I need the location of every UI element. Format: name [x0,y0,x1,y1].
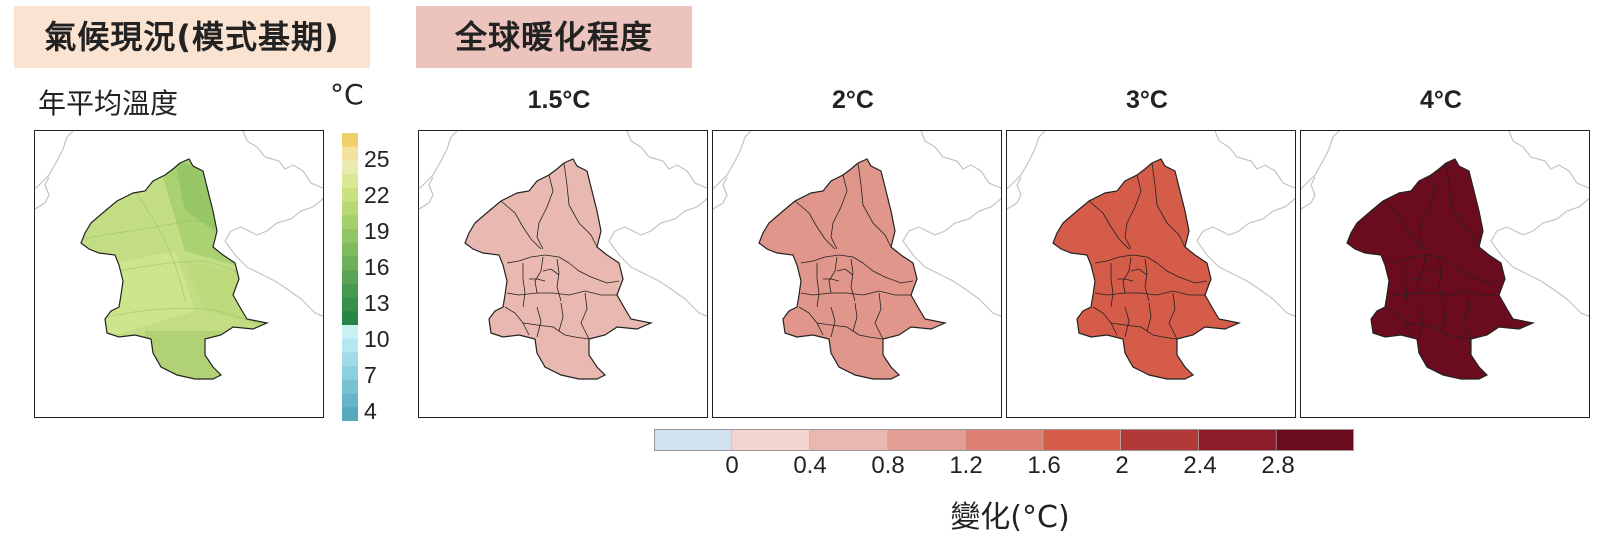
temperature-colorbar-segment [342,325,358,340]
temperature-colorbar-segment [342,242,358,257]
temperature-colorbar-segment [342,270,358,285]
temperature-colorbar-segment [342,174,358,189]
temperature-colorbar-segment [342,393,358,408]
change-tick: 1.2 [949,452,983,479]
change-colorbar-segment [809,429,888,451]
warming-header: 全球暖化程度 [416,6,692,68]
change-tick: 1.6 [1027,452,1061,479]
panel-title-4: 4°C [1420,86,1462,114]
warming-map-3 [1006,130,1296,418]
baseline-unit: °C [330,78,364,111]
change-tick: 2 [1115,452,1129,479]
change-colorbar-segment [1275,429,1354,451]
temp-tick: 22 [364,182,390,208]
temp-tick: 25 [364,146,390,172]
temperature-colorbar-segment [342,379,358,394]
temperature-colorbar-segment [342,229,358,244]
temp-tick: 19 [364,218,390,244]
temperature-colorbar-segment [342,187,358,202]
temperature-colorbar-segment [342,297,358,312]
panel-title-3: 3°C [1126,86,1168,114]
change-colorbar-segment [731,429,810,451]
temperature-colorbar-segment [342,352,358,367]
change-colorbar [654,429,1354,451]
temperature-colorbar-segment [342,366,358,381]
change-colorbar-title: 變化(°C) [950,500,1070,535]
temperature-colorbar-segment [342,338,358,353]
change-colorbar-segment [1120,429,1199,451]
temperature-colorbar-segment [342,256,358,271]
temperature-colorbar [342,133,358,421]
temperature-colorbar-segment [342,201,358,216]
warming-map-2 [712,130,1002,418]
change-tick: 2.4 [1183,452,1217,479]
warming-map-1-5 [418,130,708,418]
temperature-colorbar-segment [342,146,358,161]
change-colorbar-segment [654,429,733,451]
temp-tick: 13 [364,290,390,316]
temp-tick: 10 [364,326,390,352]
change-tick: 0.4 [793,452,827,479]
baseline-temperature-map [34,130,324,418]
change-colorbar-segment [964,429,1044,451]
temperature-colorbar-segment [342,160,358,175]
temperature-colorbar-segment [342,133,358,148]
temp-tick: 4 [364,398,377,424]
temp-tick: 7 [364,362,377,388]
baseline-header: 氣候現況(模式基期) [14,6,370,68]
change-colorbar-segment [887,429,966,451]
change-tick: 0 [725,452,739,479]
panel-title-1-5: 1.5°C [527,86,591,114]
temperature-colorbar-segment [342,311,358,326]
change-colorbar-segment [1198,429,1277,451]
warming-map-4 [1300,130,1590,418]
baseline-subtitle: 年平均溫度 [38,87,179,120]
temperature-colorbar-segment [342,283,358,298]
change-tick: 0.8 [871,452,905,479]
temp-tick: 16 [364,254,390,280]
panel-title-2: 2°C [832,86,874,114]
temperature-colorbar-segment [342,215,358,230]
temperature-colorbar-segment [342,407,358,421]
change-tick: 2.8 [1261,452,1295,479]
change-colorbar-segment [1042,429,1121,451]
